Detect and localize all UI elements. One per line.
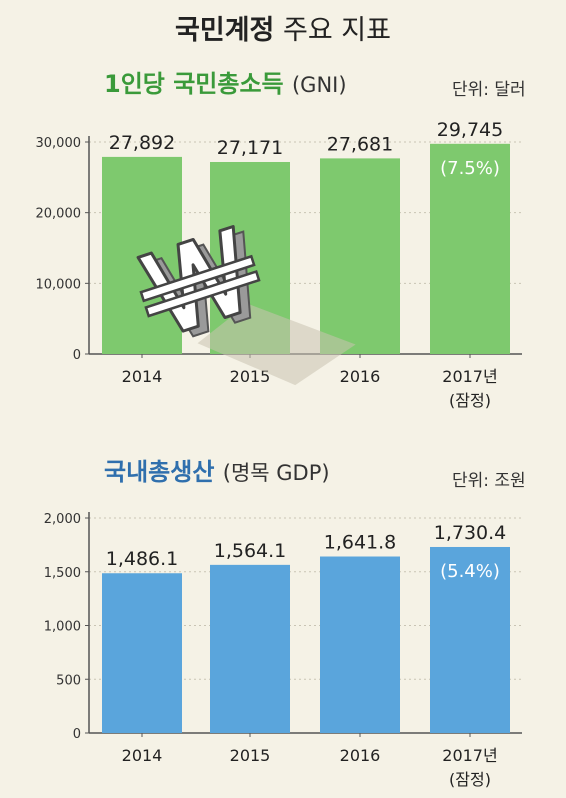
gdp-ytick-label: 1,500 — [44, 566, 81, 581]
gni-unit: 단위: 달러 — [452, 80, 526, 100]
gdp-bar — [430, 546, 510, 733]
gni-value-label: 27,681 — [327, 133, 393, 155]
gdp-ytick-label: 0 — [73, 727, 81, 742]
gdp-value-label: 1,486.1 — [106, 548, 179, 570]
page-title-main: 국민계정 — [175, 15, 275, 46]
gni-title-sub: (GNI) — [291, 73, 347, 97]
gdp-ytick-label: 1,000 — [44, 620, 81, 635]
gdp-ytick-label: 2,000 — [44, 512, 81, 527]
gdp-value-label: 1,641.8 — [324, 532, 397, 554]
gni-title-main: 1인당 국민총소득 — [104, 70, 284, 98]
gdp-value-label: 1,564.1 — [214, 540, 287, 562]
gni-category-label: 2014 — [122, 367, 163, 386]
won-sign-bar-bottom — [144, 270, 261, 318]
gni-ytick-label: 20,000 — [36, 207, 82, 222]
gdp-title-main: 국내총생산 — [104, 458, 215, 486]
gdp-section-title: 국내총생산 (명목 GDP) — [104, 452, 330, 487]
gdp-growth-label: (5.4%) — [440, 561, 500, 582]
gdp-title-sub: (명목 GDP) — [222, 461, 330, 485]
gni-category-label: 2017년 — [442, 367, 497, 386]
won-sign-shadow — [197, 303, 356, 386]
gni-bar — [430, 143, 510, 354]
gdp-bar — [320, 556, 400, 733]
gni-ytick-label: 0 — [73, 348, 81, 363]
gni-value-label: 27,171 — [217, 137, 283, 159]
gni-category-label: 2015 — [230, 367, 271, 386]
gni-growth-label: (7.5%) — [440, 158, 500, 179]
gdp-category-label: 2016 — [340, 746, 381, 765]
gni-ytick-label: 10,000 — [36, 277, 82, 292]
gdp-ytick-label: 500 — [56, 673, 81, 688]
gdp-value-label: 1,730.4 — [434, 522, 507, 544]
gni-value-label: 27,892 — [109, 132, 175, 154]
gni-section-title: 1인당 국민총소득 (GNI) — [104, 64, 347, 99]
gni-ytick-label: 30,000 — [36, 136, 82, 151]
gdp-category-label: 2015 — [230, 746, 271, 765]
gni-bar — [320, 158, 400, 354]
gdp-bar — [210, 564, 290, 733]
gni-category-label: 2016 — [340, 367, 381, 386]
gdp-category-label: 2017년 — [442, 746, 497, 765]
gdp-category-label: 2014 — [122, 746, 163, 765]
gdp-category-note: (잠정) — [449, 770, 491, 789]
gdp-chart: 0 500 1,000 1,500 2,000 1,486.1 2014 1,564.1 201… — [44, 512, 522, 789]
page-title-sub: 주요 지표 — [283, 15, 391, 46]
gni-value-label: 29,745 — [437, 119, 503, 141]
gni-category-note: (잠정) — [449, 391, 491, 410]
gdp-bar — [102, 573, 182, 733]
won-sign-icon — [136, 225, 356, 386]
gdp-unit: 단위: 조원 — [452, 471, 526, 491]
won-sign-bar-top — [139, 254, 256, 303]
page-title: 국민계정 주요 지표 — [0, 8, 566, 47]
